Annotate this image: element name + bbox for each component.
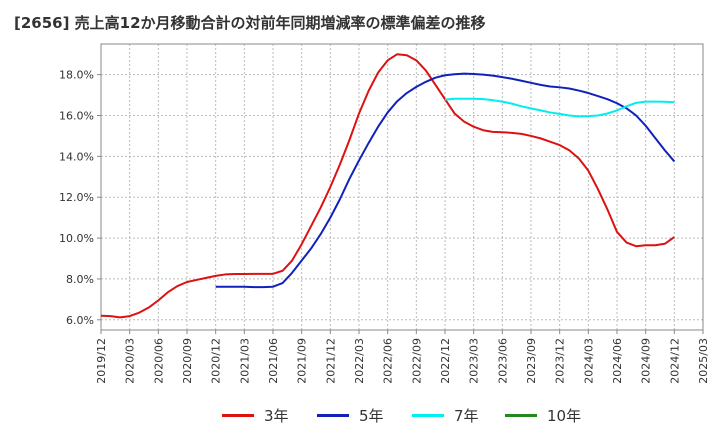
x-tick-label: 2025/03 (697, 338, 710, 384)
legend-label: 10年 (547, 406, 582, 425)
legend-label: 7年 (454, 406, 479, 425)
series-line-1 (100, 53, 675, 319)
legend-swatch (317, 413, 349, 417)
x-tick-label: 2022/06 (382, 338, 395, 384)
x-tick-label: 2022/12 (439, 338, 452, 384)
legend-item: 5年 (317, 403, 384, 427)
legend-item: 3年 (222, 403, 289, 427)
y-tick-label: 12.0% (59, 191, 94, 204)
x-tick-label: 2023/03 (468, 338, 481, 384)
legend-label: 3年 (264, 406, 289, 425)
legend-swatch (412, 413, 444, 417)
x-tick-label: 2024/09 (640, 338, 653, 384)
x-tick-label: 2022/09 (410, 338, 423, 384)
x-tick-label: 2024/03 (582, 338, 595, 384)
x-tick-label: 2021/06 (267, 338, 280, 384)
x-tick-label: 2024/12 (668, 338, 681, 384)
x-tick-label: 2020/09 (181, 338, 194, 384)
y-axis-ticks: 6.0% 8.0% 10.0% 12.0% 14.0% 16.0% 18.0% (59, 69, 101, 327)
x-tick-label: 2024/06 (611, 338, 624, 384)
grid-lines (100, 44, 704, 330)
legend: 3年 5年 7年 10年 (0, 403, 720, 427)
x-tick-label: 2021/09 (296, 338, 309, 384)
y-tick-label: 14.0% (59, 150, 94, 163)
x-tick-label: 2019/12 (95, 338, 108, 384)
x-tick-label: 2023/09 (525, 338, 538, 384)
chart-title: [2656] 売上高12か月移動合計の対前年同期増減率の標準偏差の推移 (14, 14, 486, 32)
y-tick-label: 16.0% (59, 110, 94, 123)
y-tick-label: 6.0% (66, 314, 94, 327)
x-tick-label: 2023/06 (496, 338, 509, 384)
x-tick-label: 2021/12 (324, 338, 337, 384)
legend-item: 7年 (412, 403, 479, 427)
plot-area (100, 43, 704, 331)
x-tick-label: 2020/06 (152, 338, 165, 384)
x-tick-label: 2022/03 (353, 338, 366, 384)
legend-item: 10年 (505, 403, 581, 427)
x-tick-label: 2020/03 (124, 338, 137, 384)
x-axis-ticks: 2019/12 2020/03 2020/06 2020/09 2020/12 2021/… (95, 330, 710, 384)
legend-label: 5年 (359, 406, 384, 425)
y-tick-label: 8.0% (66, 273, 94, 286)
x-tick-label: 2023/12 (554, 338, 567, 384)
legend-swatch (222, 413, 254, 417)
series-line-2 (215, 72, 676, 289)
legend-swatch (505, 413, 537, 417)
series-line-3 (444, 97, 675, 118)
x-tick-label: 2021/03 (238, 338, 251, 384)
x-tick-label: 2020/12 (210, 338, 223, 384)
y-tick-label: 10.0% (59, 232, 94, 245)
y-tick-label: 18.0% (59, 69, 94, 82)
series-lines (100, 53, 676, 319)
